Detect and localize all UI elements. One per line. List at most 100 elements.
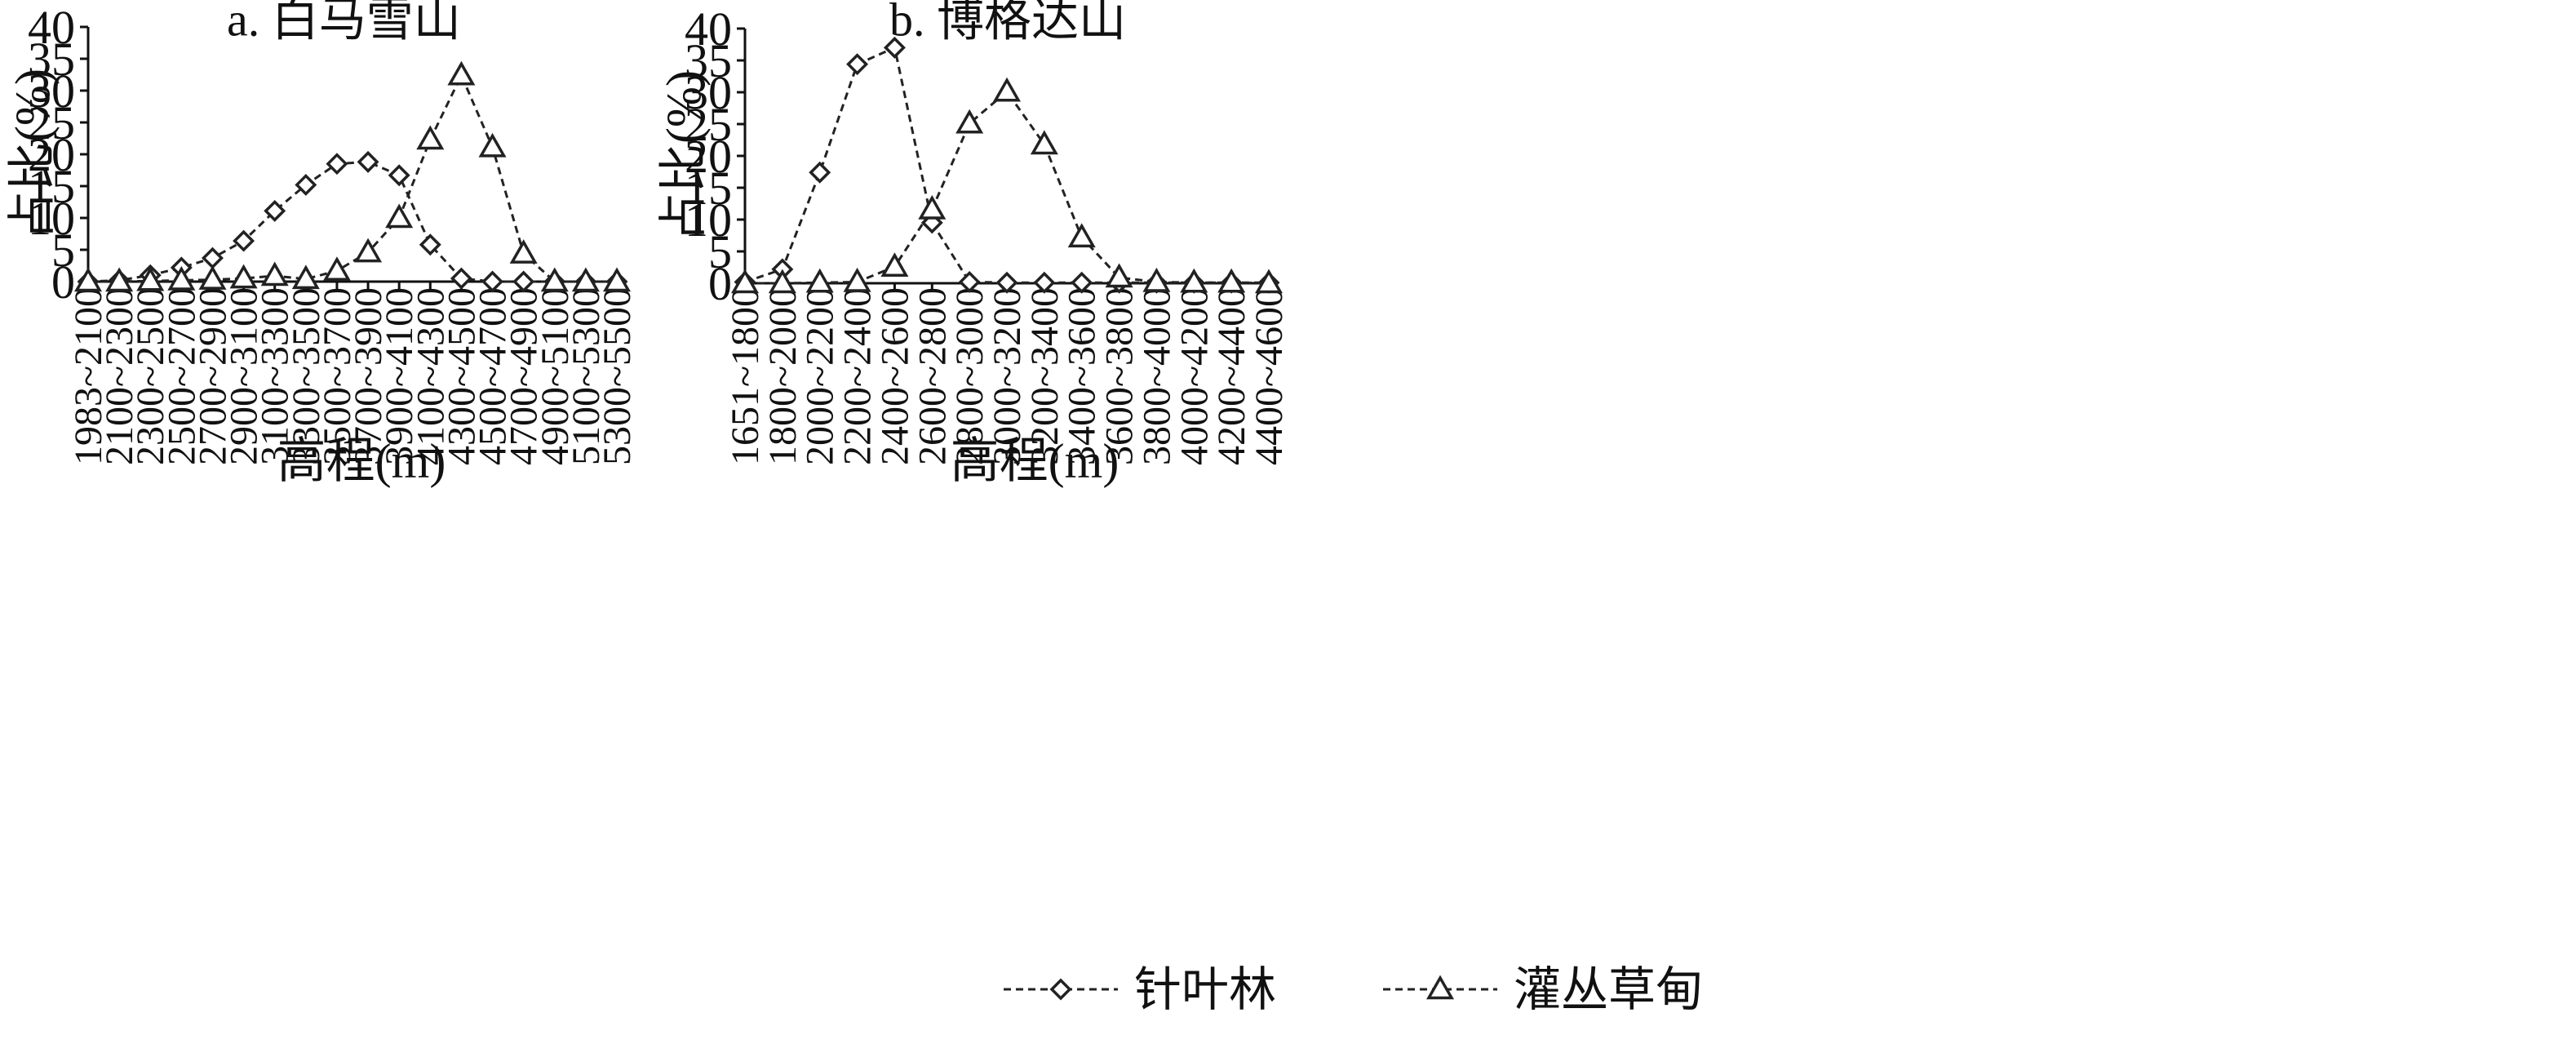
x-tick-label: 2000~2200 — [799, 287, 842, 465]
legend: 针叶林 灌丛草甸 — [1004, 963, 1703, 1016]
triangle-point — [198, 265, 227, 290]
x-tick-label: 3200~3400 — [1023, 287, 1066, 465]
triangle-point — [229, 264, 258, 289]
y-tick-label: 0 — [51, 255, 75, 309]
diamond-point — [883, 36, 906, 59]
y-tick-label: 10 — [685, 193, 732, 247]
triangle-point — [843, 267, 871, 292]
y-tick-label: 30 — [685, 66, 732, 119]
triangle-point — [730, 269, 760, 294]
x-tick-label: 3100~3300 — [254, 287, 297, 465]
triangle-point — [880, 252, 909, 277]
x-tick-label: 4300~4500 — [440, 287, 483, 465]
x-tick-label: 3700~3900 — [347, 287, 390, 465]
triangle-point — [918, 194, 947, 220]
triangle-point — [1217, 268, 1246, 293]
legend-entry: 灌丛草甸 — [1383, 963, 1703, 1016]
triangle-point — [992, 77, 1022, 102]
x-tick-label: 4700~4900 — [503, 287, 546, 465]
x-tick-label: 2500~2700 — [160, 287, 203, 465]
triangle-point — [291, 264, 320, 290]
y-tick-label: 5 — [708, 225, 732, 278]
triangle-point — [540, 267, 569, 292]
triangle-point — [354, 238, 383, 263]
x-tick-label: 4100~4300 — [409, 287, 452, 465]
diamond-point — [958, 270, 981, 293]
y-tick-label: 40 — [685, 2, 732, 56]
triangle-point — [478, 132, 507, 158]
y-tick-label: 20 — [685, 130, 732, 183]
diamond-point — [1033, 271, 1056, 294]
x-tick-label: 2900~3100 — [223, 287, 266, 465]
y-tick-label: 40 — [28, 1, 75, 54]
x-tick-label: 3400~3600 — [1061, 287, 1104, 465]
diamond-point — [995, 271, 1018, 294]
diamond-point — [388, 164, 410, 187]
y-tick-label: 20 — [28, 128, 75, 181]
x-tick-label: 4900~5100 — [534, 287, 577, 465]
x-tick-label: 4400~4600 — [1248, 287, 1291, 465]
x-tick-label: 4000~4200 — [1173, 287, 1216, 465]
legend-diamond-marker — [1049, 978, 1072, 1001]
y-tick-label: 35 — [28, 33, 75, 86]
triangle-point — [385, 203, 414, 229]
series-line — [744, 46, 1269, 284]
legend-label: 针叶林 — [1134, 963, 1276, 1016]
diamond-point — [481, 270, 504, 293]
diamond-point — [450, 267, 472, 290]
series-shrub-meadow — [73, 60, 632, 292]
x-tick-label: 2200~2400 — [836, 287, 880, 465]
triangle-point — [1030, 130, 1058, 155]
x-tick-label: 3800~4000 — [1135, 287, 1178, 465]
legend-entry: 针叶林 — [1004, 963, 1276, 1016]
y-tick-label: 5 — [51, 224, 75, 277]
triangle-point — [509, 239, 538, 264]
triangle-point — [73, 267, 103, 292]
diamond-point — [1071, 271, 1093, 294]
y-tick-label: 30 — [28, 64, 75, 118]
x-tick-label: 1983~2100 — [67, 287, 110, 465]
triangle-point — [416, 125, 445, 150]
triangle-point — [602, 267, 632, 292]
x-tick-label: 2700~2900 — [191, 287, 234, 465]
x-tick-label: 1800~2000 — [761, 287, 805, 465]
panel-title: a. 白马雪山 — [227, 0, 461, 47]
x-tick-label: 5300~5500 — [596, 287, 639, 465]
triangle-point — [260, 261, 289, 287]
x-tick-label: 2600~2800 — [911, 287, 954, 465]
triangle-point — [105, 267, 134, 292]
triangle-point — [571, 267, 600, 292]
y-axis-label: 占比(%) — [6, 69, 60, 240]
y-tick-label: 0 — [708, 257, 732, 310]
x-tick-label: 3600~3800 — [1098, 287, 1142, 465]
legend-label: 灌丛草甸 — [1514, 963, 1703, 1016]
triangle-point — [1142, 267, 1171, 292]
triangle-point — [322, 256, 351, 281]
triangle-point — [768, 269, 796, 294]
x-tick-label: 2400~2600 — [873, 287, 916, 465]
triangle-point — [955, 109, 984, 134]
triangle-point — [447, 60, 476, 86]
x-axis-label: 高程(m) — [277, 434, 446, 488]
x-tick-label: 4200~4400 — [1210, 287, 1253, 465]
triangle-point — [136, 266, 165, 291]
diamond-point — [326, 153, 348, 175]
diamond-point — [419, 233, 441, 256]
x-axis-label: 高程(m) — [951, 434, 1120, 488]
panel-title: b. 博格达山 — [889, 0, 1126, 47]
x-tick-label: 3000~3200 — [986, 287, 1029, 465]
series-line — [745, 90, 1270, 285]
diamond-point — [846, 53, 869, 76]
diamond-point — [809, 161, 831, 184]
x-tick-label: 4500~4700 — [472, 287, 515, 465]
triangle-point — [1105, 263, 1133, 288]
x-tick-label: 2300~2500 — [129, 287, 172, 465]
y-tick-label: 10 — [28, 192, 75, 245]
x-tick-label: 1651~1800 — [724, 287, 767, 465]
diamond-point — [357, 150, 379, 173]
y-tick-label: 25 — [685, 98, 732, 151]
diamond-point — [512, 270, 535, 293]
series-conifer-forest — [77, 150, 628, 293]
